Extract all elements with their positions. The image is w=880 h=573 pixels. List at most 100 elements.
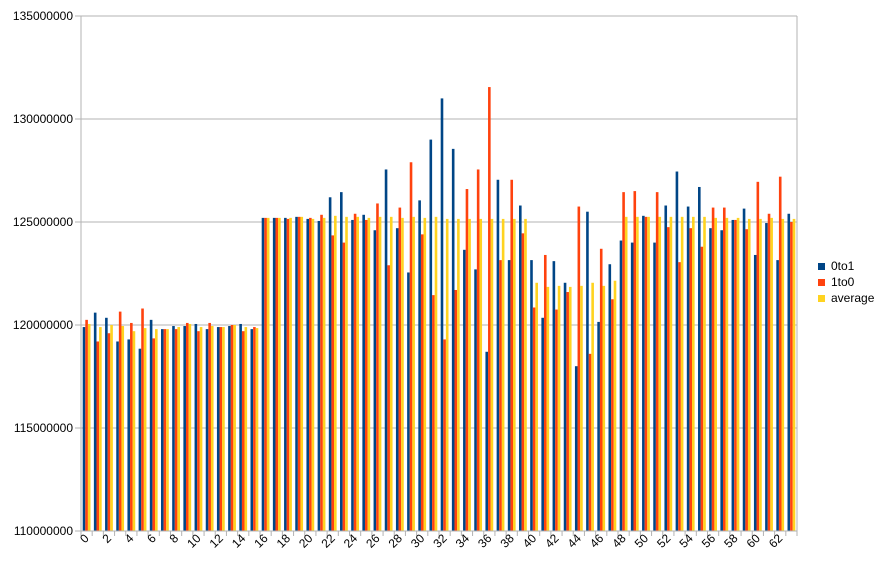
bar-0to1-4: [127, 339, 131, 531]
bar-0to1-23: [340, 192, 343, 531]
bar-average-12: [222, 327, 225, 531]
bar-1to0-19: [297, 216, 301, 531]
bar-average-8: [177, 327, 180, 531]
bar-0to1-1: [93, 312, 97, 531]
x-tick-label: 4: [122, 531, 137, 546]
bar-average-53: [680, 216, 684, 531]
bar-1to0-2: [107, 333, 111, 531]
x-tick-label: 48: [609, 531, 629, 551]
bar-average-55: [703, 216, 706, 531]
bar-1to0-33: [454, 289, 458, 531]
bar-1to0-47: [611, 299, 614, 531]
bar-average-47: [613, 280, 617, 531]
bar-1to0-3: [118, 311, 122, 531]
bar-average-19: [300, 216, 304, 531]
bar-average-41: [546, 286, 550, 531]
bar-1to0-54: [689, 228, 693, 531]
bar-1to0-61: [767, 213, 771, 531]
y-tick-label: 135000000: [13, 9, 73, 23]
bar-1to0-7: [163, 329, 167, 531]
x-tick-label: 2: [99, 531, 114, 546]
bar-1to0-40: [532, 307, 536, 531]
bar-0to1-58: [731, 219, 735, 531]
x-tick-label: 12: [207, 531, 227, 551]
bar-1to0-53: [678, 262, 681, 531]
bar-average-13: [233, 325, 236, 531]
x-tick-label: 18: [274, 531, 294, 551]
bar-average-10: [199, 327, 203, 531]
x-tick-label: 16: [251, 531, 271, 551]
bar-0to1-29: [407, 272, 410, 531]
bar-1to0-14: [241, 331, 245, 531]
bar-average-52: [669, 216, 673, 531]
bar-average-56: [714, 217, 717, 531]
bar-0to1-33: [451, 148, 455, 531]
bar-average-46: [602, 285, 606, 531]
bar-0to1-52: [664, 205, 668, 531]
bar-1to0-4: [130, 322, 133, 531]
x-tick-label: 10: [184, 531, 204, 551]
legend-item-1to0: 1to0: [818, 274, 874, 290]
bar-average-42: [557, 285, 561, 531]
bar-1to0-37: [499, 260, 502, 531]
bar-1to0-24: [353, 213, 357, 531]
bar-average-11: [210, 326, 214, 531]
bar-0to1-39: [519, 205, 522, 531]
bar-1to0-28: [398, 207, 402, 531]
bar-average-0: [87, 323, 91, 531]
bar-1to0-62: [778, 176, 782, 531]
bar-0to1-54: [686, 206, 690, 532]
bar-1to0-15: [253, 327, 256, 531]
bar-average-3: [121, 326, 125, 531]
bar-average-49: [636, 216, 639, 531]
bar-0to1-16: [261, 217, 265, 531]
bar-average-22: [334, 215, 337, 531]
bar-average-51: [658, 216, 662, 531]
bar-1to0-41: [543, 254, 547, 531]
bar-1to0-10: [197, 331, 200, 531]
x-tick-label: 44: [565, 531, 585, 551]
bar-0to1-10: [194, 323, 198, 531]
bar-average-1: [99, 327, 102, 531]
bar-average-58: [736, 217, 740, 531]
bar-average-62: [781, 218, 785, 531]
bar-0to1-63: [787, 213, 791, 531]
legend-label: average: [831, 291, 875, 305]
bar-average-44: [580, 285, 583, 531]
bar-1to0-8: [174, 329, 178, 531]
bar-0to1-32: [440, 98, 444, 532]
bar-0to1-34: [463, 249, 466, 531]
bar-0to1-24: [351, 219, 354, 531]
x-tick-label: 32: [430, 531, 450, 551]
bar-average-16: [266, 217, 270, 531]
bar-average-54: [692, 216, 695, 531]
bar-1to0-21: [320, 214, 323, 532]
x-tick-label: 20: [296, 531, 316, 551]
bar-average-33: [457, 218, 460, 531]
bar-1to0-13: [230, 325, 234, 531]
bar-0to1-37: [496, 179, 500, 531]
bar-1to0-9: [185, 322, 189, 531]
bar-0to1-50: [642, 215, 645, 531]
bar-1to0-45: [588, 353, 592, 531]
bar-0to1-47: [608, 264, 612, 531]
bar-1to0-12: [219, 327, 223, 531]
bar-1to0-5: [141, 308, 144, 531]
x-tick-label: 40: [520, 531, 540, 551]
bar-average-15: [255, 328, 259, 531]
bar-0to1-5: [138, 348, 142, 531]
bar-average-6: [155, 329, 158, 531]
bar-average-43: [568, 286, 572, 531]
bar-0to1-53: [675, 171, 679, 531]
bar-average-63: [792, 218, 796, 531]
bar-0to1-26: [373, 230, 377, 532]
bar-1to0-60: [756, 181, 760, 531]
bar-average-48: [624, 216, 628, 531]
y-tick-label: 115000000: [14, 421, 74, 435]
legend-item-average: average: [818, 290, 874, 306]
bar-0to1-21: [317, 220, 321, 531]
bar-1to0-16: [264, 217, 267, 531]
bar-1to0-6: [152, 338, 156, 531]
legend-swatch: [818, 262, 825, 270]
